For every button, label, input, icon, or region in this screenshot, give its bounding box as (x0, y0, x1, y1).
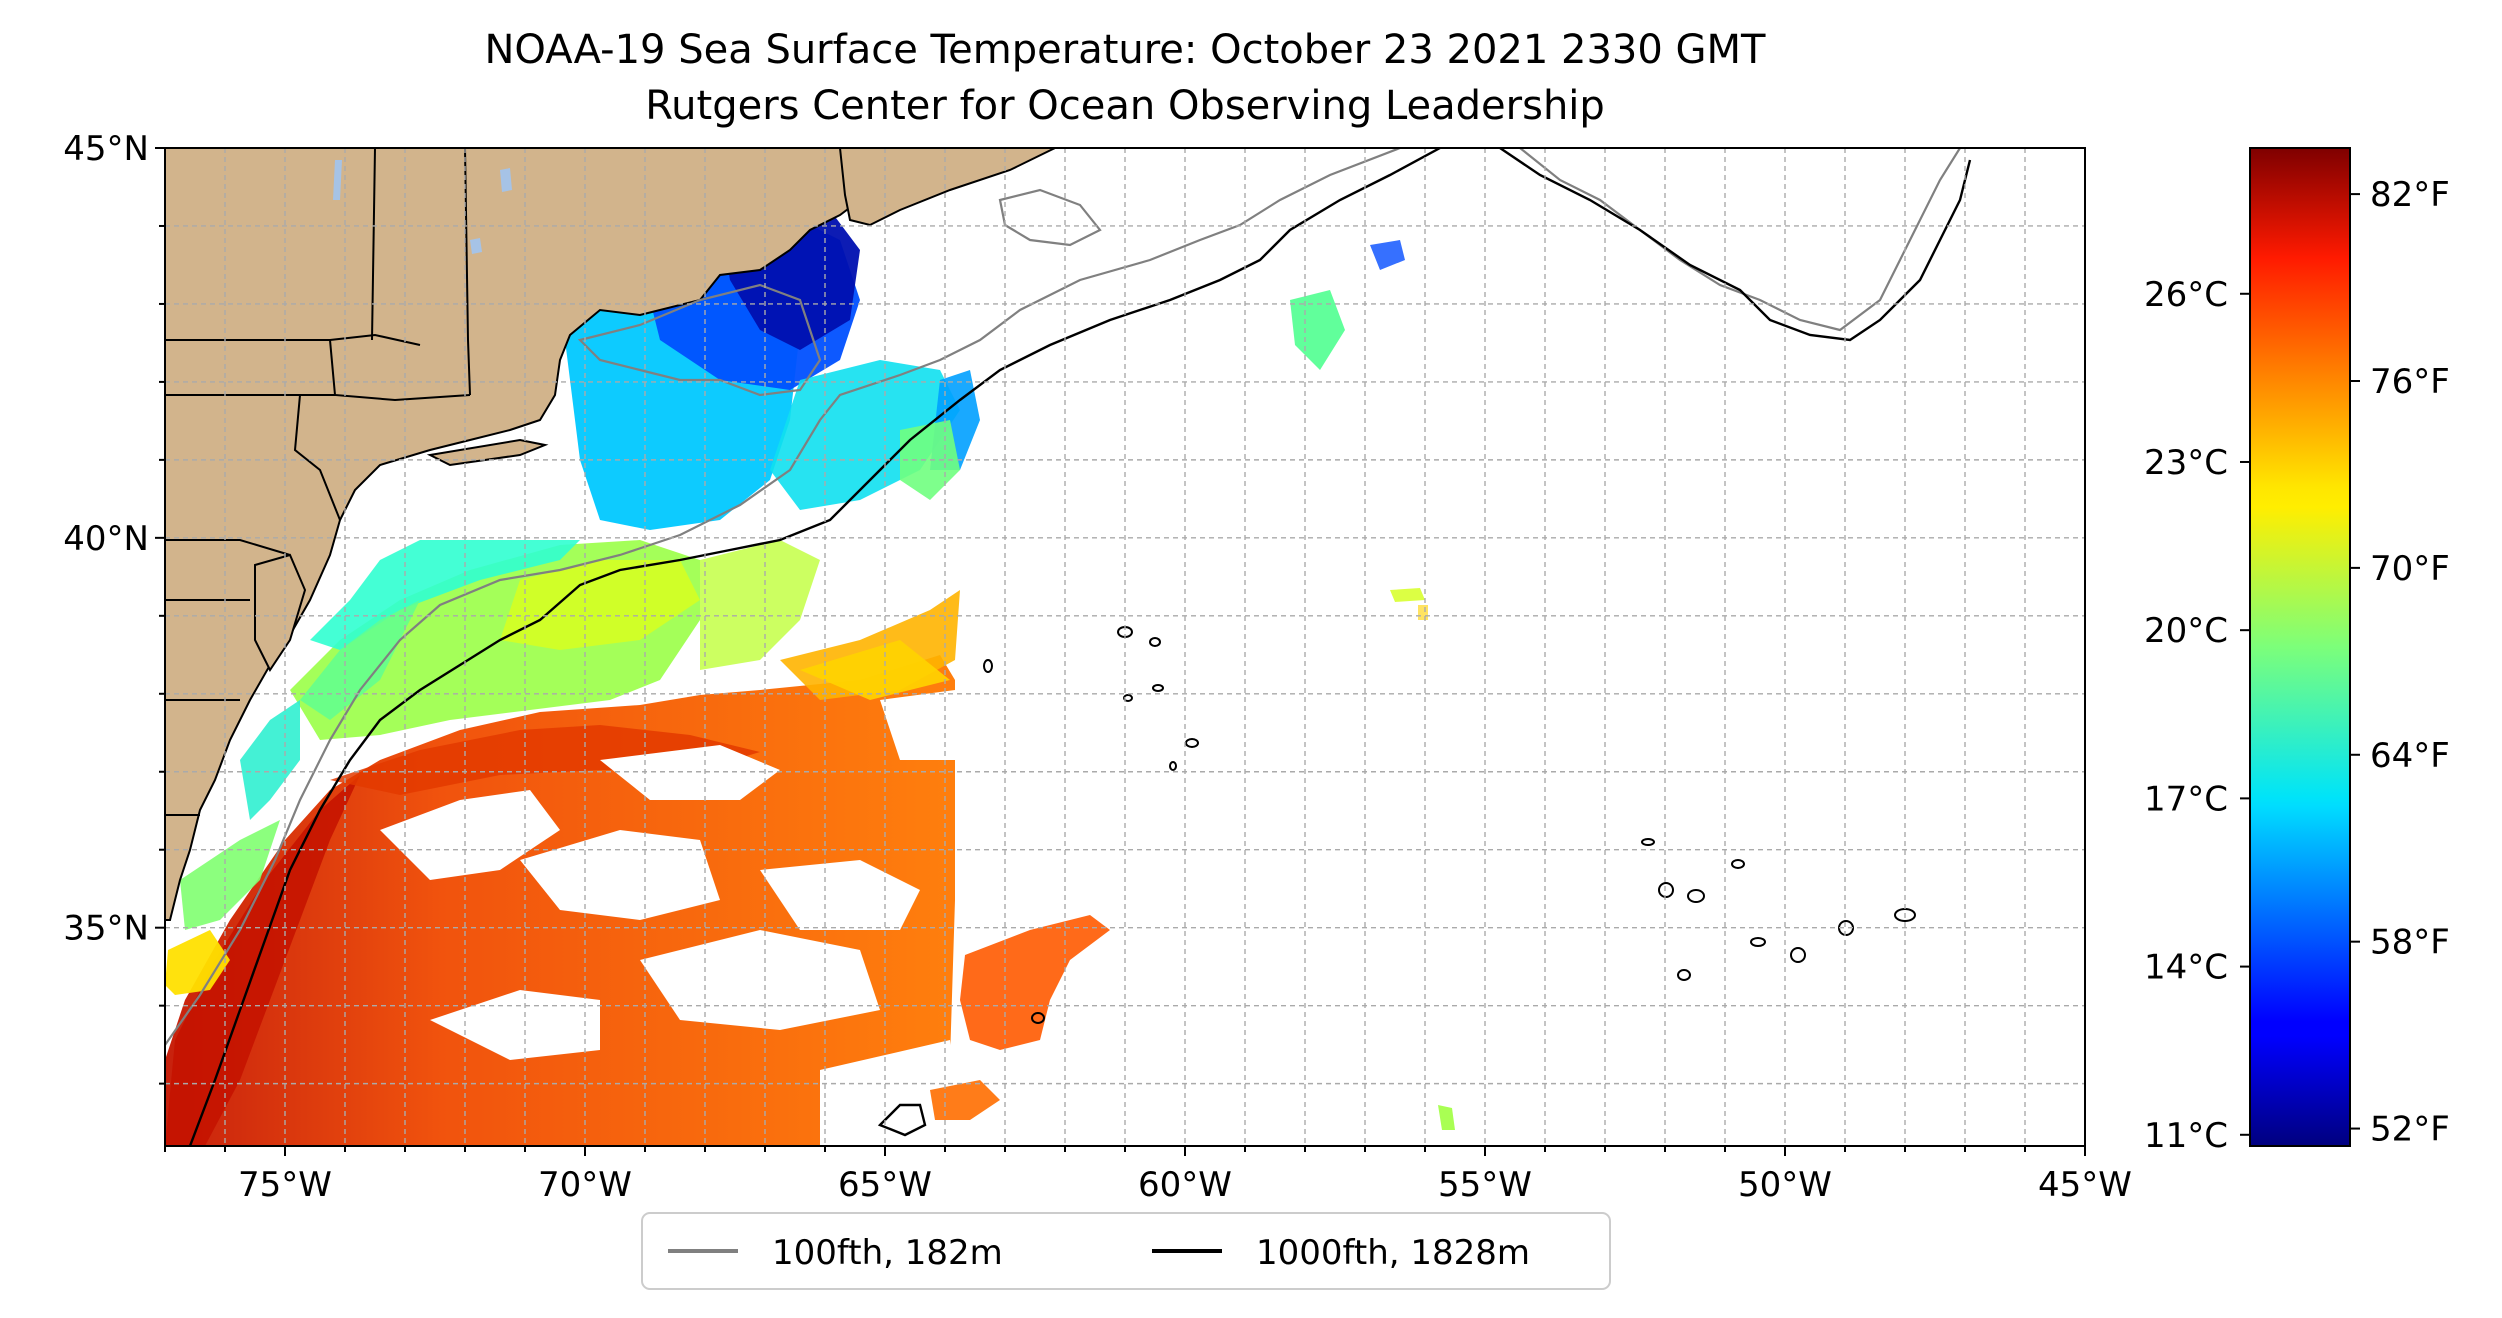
lat-axis: 45°N 40°N 35°N (63, 129, 165, 1085)
contour-100fth (165, 148, 1401, 1046)
fahrenheit-tick-label: 76°F (2370, 362, 2450, 402)
lake-champlain (333, 160, 342, 200)
celsius-tick-label: 14°C (2144, 948, 2228, 988)
sst-slope-water-yellow (500, 560, 700, 650)
lon-tick-label: 75°W (238, 1165, 332, 1205)
contour-100fth-east (1519, 148, 1961, 332)
land-layer (165, 148, 1056, 921)
lon-tick-label: 65°W (838, 1165, 932, 1205)
lat-tick-label: 35°N (63, 909, 149, 949)
fahrenheit-tick-label: 58°F (2370, 923, 2450, 963)
gridlines (165, 148, 2085, 1146)
lon-axis: 75°W 70°W 65°W 60°W 55°W 50°W 45°W (164, 1146, 2132, 1205)
lake-winnipesaukee (470, 238, 482, 254)
contour-1000fth-bermuda (877, 1103, 927, 1137)
lon-tick-label: 45°W (2038, 1165, 2132, 1205)
celsius-tick-label: 23°C (2144, 443, 2228, 483)
sst-patch-1 (1290, 290, 1345, 370)
sst-east-patch (960, 915, 1110, 1050)
sst-hatteras-yellow (165, 930, 230, 995)
contour-1000fth-east (1499, 148, 1972, 342)
lon-tick-label: 55°W (1438, 1165, 1532, 1205)
legend: 100fth, 182m 1000fth, 1828m (641, 1212, 1611, 1290)
map-title: NOAA-19 Sea Surface Temperature: October… (484, 27, 1766, 73)
sst-slope-water-east (700, 540, 820, 670)
sst-shelf-green (300, 600, 420, 720)
sst-slope-yellow-2 (800, 640, 950, 700)
celsius-tick-label: 11°C (2144, 1116, 2228, 1156)
lake-moosehead (500, 168, 512, 192)
celsius-tick-label: 17°C (2144, 779, 2228, 819)
lat-tick-label: 45°N (63, 129, 149, 169)
map-subtitle: Rutgers Center for Ocean Observing Leade… (645, 83, 1605, 129)
sst-north-wall (330, 725, 760, 795)
sst-carolina-green (180, 820, 280, 930)
sst-patch-4 (1438, 1105, 1455, 1130)
sst-field (165, 200, 1455, 1146)
land-nova-scotia (838, 148, 1056, 227)
fahrenheit-tick-label: 64°F (2370, 736, 2450, 776)
bathymetry-contours (165, 148, 1972, 1146)
fahrenheit-tick-label: 82°F (2370, 175, 2450, 215)
celsius-tick-label: 20°C (2144, 611, 2228, 651)
sst-gulfstream-core (165, 775, 360, 1146)
colorbar-frame (2249, 147, 2351, 1147)
sst-patch-2 (1370, 240, 1405, 270)
legend-box (641, 1212, 1611, 1290)
cloud-gaps-warm (380, 690, 960, 1146)
land-long-island (426, 438, 549, 467)
sst-patch-5 (1418, 605, 1428, 620)
colorbar-fahrenheit-axis: 52°F 58°F 64°F 70°F 76°F 82°F (2350, 175, 2450, 1150)
fahrenheit-tick-label: 70°F (2370, 549, 2450, 589)
colorbar-celsius-axis: 11°C 14°C 17°C 20°C 23°C 26°C (2144, 275, 2250, 1156)
contour-100fth-gom (577, 283, 822, 397)
map-panel: 75°W 70°W 65°W 60°W 55°W 50°W 45°W 45°N 40°N 35°… (63, 129, 2132, 1205)
legend-label-100fth: 100fth, 182m (772, 1233, 1003, 1273)
sst-mab-coastal (240, 700, 300, 820)
state-boundaries (165, 148, 471, 816)
lon-tick-label: 70°W (538, 1165, 632, 1205)
sst-patch-3 (1390, 588, 1425, 602)
sst-east-patch-2 (930, 1080, 1000, 1120)
legend-label-1000fth: 1000fth, 1828m (1256, 1233, 1530, 1273)
fahrenheit-tick-label: 52°F (2370, 1110, 2450, 1150)
lon-tick-label: 50°W (1738, 1165, 1832, 1205)
contour-100fth-bank (998, 188, 1102, 247)
contour-1000fth (188, 148, 1441, 1146)
colorbar-gradient (2250, 148, 2350, 1146)
land-north-america (165, 148, 1056, 921)
lat-tick-label: 40°N (63, 519, 149, 559)
colorbar: 11°C 14°C 17°C 20°C 23°C 26°C 52°F 58°F 64°F 70°… (2144, 147, 2450, 1156)
celsius-tick-label: 26°C (2144, 275, 2228, 315)
lon-tick-label: 60°W (1138, 1165, 1232, 1205)
